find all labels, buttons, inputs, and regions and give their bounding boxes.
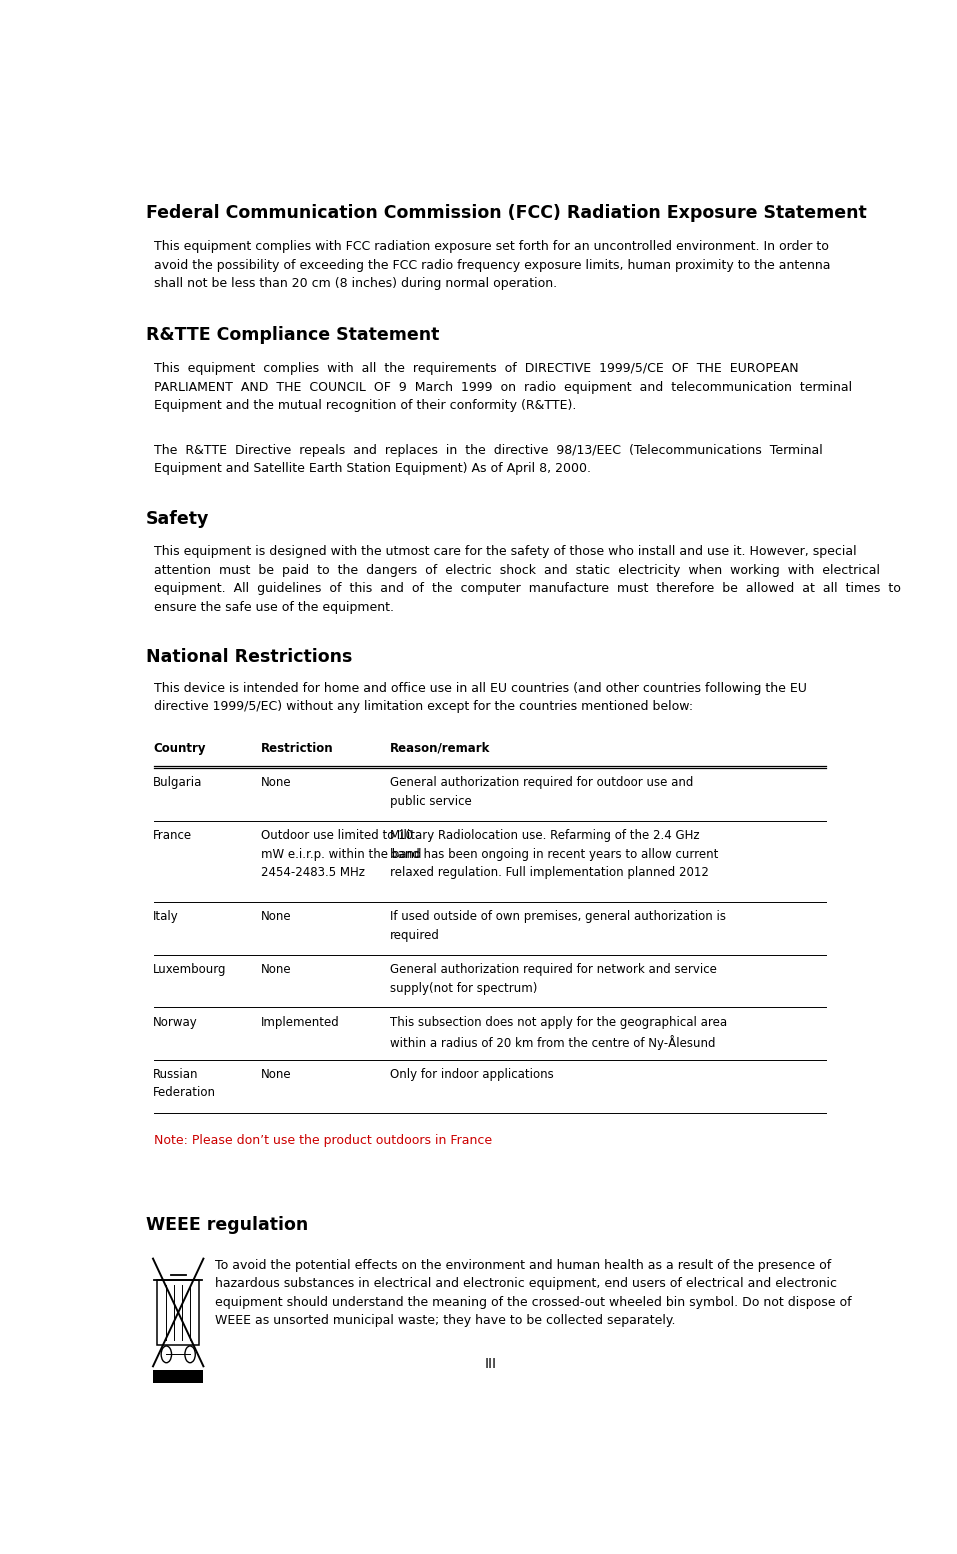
Text: Bulgaria: Bulgaria [153,777,202,789]
Text: General authorization required for network and service
supply(not for spectrum): General authorization required for netwo… [390,963,717,995]
Text: Outdoor use limited to 10
mW e.i.r.p. within the band
2454-2483.5 MHz: Outdoor use limited to 10 mW e.i.r.p. wi… [260,828,421,880]
Text: Only for indoor applications: Only for indoor applications [390,1068,554,1082]
Text: Safety: Safety [145,510,209,527]
Text: III: III [484,1357,497,1371]
Text: Note: Please don’t use the product outdoors in France: Note: Please don’t use the product outdo… [154,1134,493,1147]
Circle shape [185,1346,195,1363]
Text: National Restrictions: National Restrictions [145,648,352,667]
Text: None: None [260,1068,291,1082]
Text: If used outside of own premises, general authorization is
required: If used outside of own premises, general… [390,911,726,942]
Text: This equipment complies with FCC radiation exposure set forth for an uncontrolle: This equipment complies with FCC radiati… [154,241,831,291]
Text: Country: Country [153,741,206,755]
Text: Reason/remark: Reason/remark [390,741,491,755]
Text: France: France [153,828,192,842]
Text: R&TTE Compliance Statement: R&TTE Compliance Statement [145,326,439,345]
Text: WEEE regulation: WEEE regulation [145,1215,308,1234]
Text: Russian
Federation: Russian Federation [153,1068,216,1099]
Text: Federal Communication Commission (FCC) Radiation Exposure Statement: Federal Communication Commission (FCC) R… [145,205,866,222]
Text: None: None [260,963,291,976]
Text: None: None [260,911,291,923]
Text: To avoid the potential effects on the environment and human health as a result o: To avoid the potential effects on the en… [214,1259,851,1327]
Text: Military Radiolocation use. Refarming of the 2.4 GHz
band has been ongoing in re: Military Radiolocation use. Refarming of… [390,828,719,880]
Text: This subsection does not apply for the geographical area
within a radius of 20 k: This subsection does not apply for the g… [390,1016,727,1051]
Text: None: None [260,777,291,789]
Text: This device is intended for home and office use in all EU countries (and other c: This device is intended for home and off… [154,682,808,713]
Text: Norway: Norway [153,1016,198,1029]
Bar [158,1280,199,1344]
Text: General authorization required for outdoor use and
public service: General authorization required for outdo… [390,777,694,808]
Text: This equipment is designed with the utmost care for the safety of those who inst: This equipment is designed with the utmo… [154,545,901,614]
Text: Luxembourg: Luxembourg [153,963,227,976]
Text: Italy: Italy [153,911,179,923]
Bar [153,1371,204,1383]
Text: This  equipment  complies  with  all  the  requirements  of  DIRECTIVE  1999/5/C: This equipment complies with all the req… [154,362,853,412]
Text: Implemented: Implemented [260,1016,340,1029]
Circle shape [161,1346,171,1363]
Text: Restriction: Restriction [260,741,333,755]
Text: The  R&TTE  Directive  repeals  and  replaces  in  the  directive  98/13/EEC  (T: The R&TTE Directive repeals and replaces… [154,444,823,476]
